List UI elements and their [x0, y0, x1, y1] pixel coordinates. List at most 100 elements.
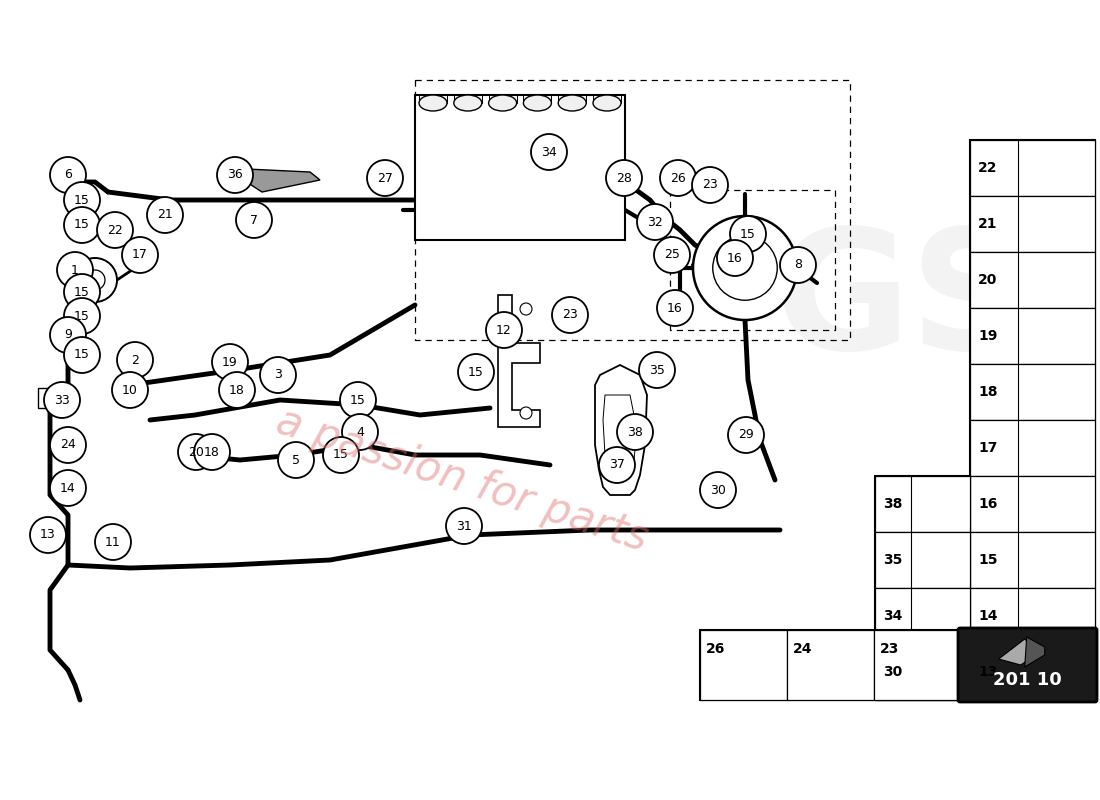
Circle shape [637, 204, 673, 240]
Circle shape [147, 197, 183, 233]
Circle shape [693, 216, 798, 320]
Polygon shape [226, 168, 320, 192]
Circle shape [717, 240, 754, 276]
Bar [970, 420, 1094, 476]
Text: 30: 30 [883, 665, 902, 679]
Text: 15: 15 [74, 218, 90, 231]
Circle shape [552, 297, 589, 333]
Bar [970, 140, 1094, 700]
Bar [970, 588, 1094, 644]
Text: 2: 2 [131, 354, 139, 366]
Text: 14: 14 [978, 609, 998, 623]
Text: 11: 11 [106, 535, 121, 549]
Text: 16: 16 [727, 251, 742, 265]
Text: 23: 23 [562, 309, 578, 322]
Text: 12: 12 [496, 323, 512, 337]
Bar [524, 95, 551, 103]
Text: 36: 36 [227, 169, 243, 182]
Text: 1: 1 [72, 263, 79, 277]
Text: 20: 20 [188, 446, 204, 458]
Circle shape [486, 312, 522, 348]
Circle shape [44, 382, 80, 418]
Bar [700, 630, 960, 700]
Circle shape [700, 472, 736, 508]
Ellipse shape [558, 95, 586, 111]
Bar [874, 630, 960, 700]
Bar [593, 95, 622, 103]
Text: 15: 15 [74, 286, 90, 298]
Circle shape [458, 354, 494, 390]
Text: 15: 15 [469, 366, 484, 378]
Text: 21: 21 [978, 217, 998, 231]
Circle shape [64, 274, 100, 310]
Text: 20: 20 [978, 273, 998, 287]
Circle shape [217, 157, 253, 193]
Circle shape [50, 470, 86, 506]
Ellipse shape [524, 95, 551, 111]
Text: 18: 18 [978, 385, 998, 399]
Circle shape [73, 258, 117, 302]
Text: 19: 19 [978, 329, 998, 343]
Text: 34: 34 [883, 609, 902, 623]
Bar [488, 95, 517, 103]
Bar [874, 532, 970, 588]
Ellipse shape [593, 95, 622, 111]
Circle shape [728, 417, 764, 453]
Circle shape [323, 437, 359, 473]
Text: GS: GS [773, 222, 1031, 386]
Text: 19: 19 [222, 355, 238, 369]
Circle shape [600, 447, 635, 483]
Text: 9: 9 [64, 329, 72, 342]
Circle shape [617, 414, 653, 450]
Text: 33: 33 [54, 394, 70, 406]
Text: 38: 38 [883, 497, 902, 511]
Bar [970, 476, 1094, 532]
Text: 15: 15 [740, 227, 756, 241]
Text: 24: 24 [793, 642, 813, 656]
Bar [454, 95, 482, 103]
Text: 37: 37 [609, 458, 625, 471]
Circle shape [30, 517, 66, 553]
Circle shape [95, 524, 131, 560]
Text: 3: 3 [274, 369, 282, 382]
Text: a passion for parts: a passion for parts [271, 400, 653, 560]
Text: 15: 15 [74, 310, 90, 322]
Text: 13: 13 [40, 529, 56, 542]
Ellipse shape [419, 95, 447, 111]
Ellipse shape [454, 95, 482, 111]
Text: 22: 22 [107, 223, 123, 237]
Text: 17: 17 [978, 441, 998, 455]
Polygon shape [999, 639, 1038, 665]
Circle shape [50, 317, 86, 353]
Text: 5: 5 [292, 454, 300, 466]
Text: 16: 16 [667, 302, 683, 314]
Circle shape [654, 237, 690, 273]
Text: 23: 23 [702, 178, 718, 191]
Circle shape [278, 442, 314, 478]
Circle shape [117, 342, 153, 378]
Bar [970, 532, 1094, 588]
Text: 201 10: 201 10 [993, 671, 1062, 690]
Text: 28: 28 [616, 171, 631, 185]
Text: 17: 17 [132, 249, 147, 262]
Circle shape [236, 202, 272, 238]
Circle shape [64, 298, 100, 334]
Bar [419, 95, 447, 103]
Circle shape [780, 247, 816, 283]
Bar [874, 476, 970, 700]
Circle shape [692, 167, 728, 203]
Text: 26: 26 [706, 642, 725, 656]
Text: 32: 32 [647, 215, 663, 229]
Text: 14: 14 [60, 482, 76, 494]
Text: 15: 15 [350, 394, 366, 406]
Text: 4: 4 [356, 426, 364, 438]
Text: 18: 18 [229, 383, 245, 397]
Text: 35: 35 [649, 363, 664, 377]
Circle shape [64, 207, 100, 243]
Bar [874, 644, 970, 700]
Bar [39, 388, 62, 408]
Text: 13: 13 [978, 665, 998, 679]
Circle shape [122, 237, 158, 273]
Text: 18: 18 [205, 446, 220, 458]
Circle shape [730, 216, 766, 252]
